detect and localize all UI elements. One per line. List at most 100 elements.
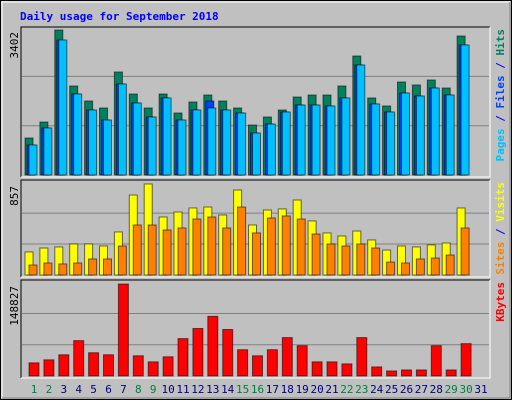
bar: [386, 261, 396, 276]
bar: [43, 262, 53, 276]
y-tick-label: 857: [8, 186, 21, 206]
bar: [73, 262, 83, 276]
x-tick-label: 22: [340, 383, 353, 396]
x-tick-label: 23: [355, 383, 368, 396]
bar: [222, 227, 232, 276]
bar: [296, 345, 308, 377]
bar: [252, 355, 263, 377]
bar: [281, 215, 291, 276]
bar: [88, 109, 98, 176]
bar: [117, 83, 127, 176]
bar: [147, 116, 157, 176]
legend: KBytes: [494, 282, 507, 322]
legend-entry: Files: [494, 75, 507, 108]
x-tick-label: 18: [281, 383, 294, 396]
bar: [311, 104, 321, 176]
x-tick-label: 7: [120, 383, 127, 396]
bar: [430, 87, 440, 176]
bar: [237, 206, 247, 276]
x-tick-label: 11: [176, 383, 189, 396]
bar: [296, 104, 306, 176]
bar: [162, 356, 174, 377]
x-tick-label: 16: [251, 383, 264, 396]
bar: [43, 127, 53, 176]
panel-bevel: [20, 26, 490, 177]
legend-entry: KBytes: [494, 282, 507, 322]
bar: [192, 327, 204, 377]
bar: [371, 247, 381, 276]
bar: [252, 232, 261, 276]
bar: [341, 97, 351, 176]
legend-entry: Hits: [494, 29, 507, 56]
x-tick-label: 26: [400, 383, 413, 396]
bar: [460, 227, 470, 276]
bar: [58, 263, 68, 276]
bar: [296, 218, 306, 276]
bar: [415, 258, 425, 276]
legend-separator: /: [494, 222, 507, 242]
bar: [73, 340, 85, 377]
bar: [237, 349, 249, 377]
chart-title: Daily usage for September 2018: [20, 10, 219, 23]
bar: [222, 109, 232, 176]
bar: [386, 370, 398, 377]
bar: [266, 217, 276, 276]
bar: [58, 354, 70, 377]
panel-bevel: [21, 280, 491, 379]
bar: [430, 257, 440, 276]
bar: [356, 64, 366, 176]
x-tick-label: 17: [266, 383, 279, 396]
bar: [326, 105, 336, 176]
bar: [266, 123, 276, 176]
bar: [207, 107, 217, 176]
legend-separator: /: [494, 109, 507, 129]
bar: [177, 119, 187, 176]
x-tick-label: 9: [150, 383, 157, 396]
bar: [177, 227, 187, 276]
x-tick-label: 10: [161, 383, 174, 396]
bar: [43, 359, 55, 377]
bar: [415, 95, 425, 176]
x-tick-label: 3: [60, 383, 67, 396]
x-tick-label: 20: [310, 383, 323, 396]
bar: [266, 349, 278, 377]
bar: [132, 355, 144, 377]
bar: [162, 229, 172, 276]
x-tick-label: 29: [445, 383, 458, 396]
x-tick-label: 21: [325, 383, 338, 396]
bar: [371, 366, 383, 377]
x-tick-label: 19: [296, 383, 309, 396]
bar: [252, 132, 261, 176]
bar: [147, 224, 157, 276]
bar: [311, 233, 321, 276]
bar: [207, 315, 219, 377]
legend: Pages / Files / Hits: [494, 29, 507, 162]
y-tick-label: 3402: [8, 32, 21, 59]
legend-entry: Visits: [494, 182, 507, 222]
bar: [445, 254, 455, 276]
bar: [430, 345, 442, 377]
panel-bevel: [20, 179, 490, 277]
x-tick-label: 5: [90, 383, 97, 396]
bar: [192, 218, 202, 276]
x-tick-label: 4: [75, 383, 82, 396]
x-tick-label: 6: [105, 383, 112, 396]
bar: [445, 94, 455, 176]
bar: [192, 109, 202, 176]
bar: [460, 343, 472, 377]
x-tick-label: 13: [206, 383, 219, 396]
bar: [341, 363, 353, 377]
bar: [28, 144, 38, 176]
bar: [222, 328, 234, 377]
bar: [28, 362, 40, 377]
bar: [281, 111, 291, 176]
legend-entry: Pages: [494, 128, 507, 161]
bar: [326, 361, 338, 377]
bar: [28, 264, 38, 276]
bar: [356, 243, 366, 276]
bar: [117, 245, 127, 276]
x-tick-label: 14: [221, 383, 235, 396]
